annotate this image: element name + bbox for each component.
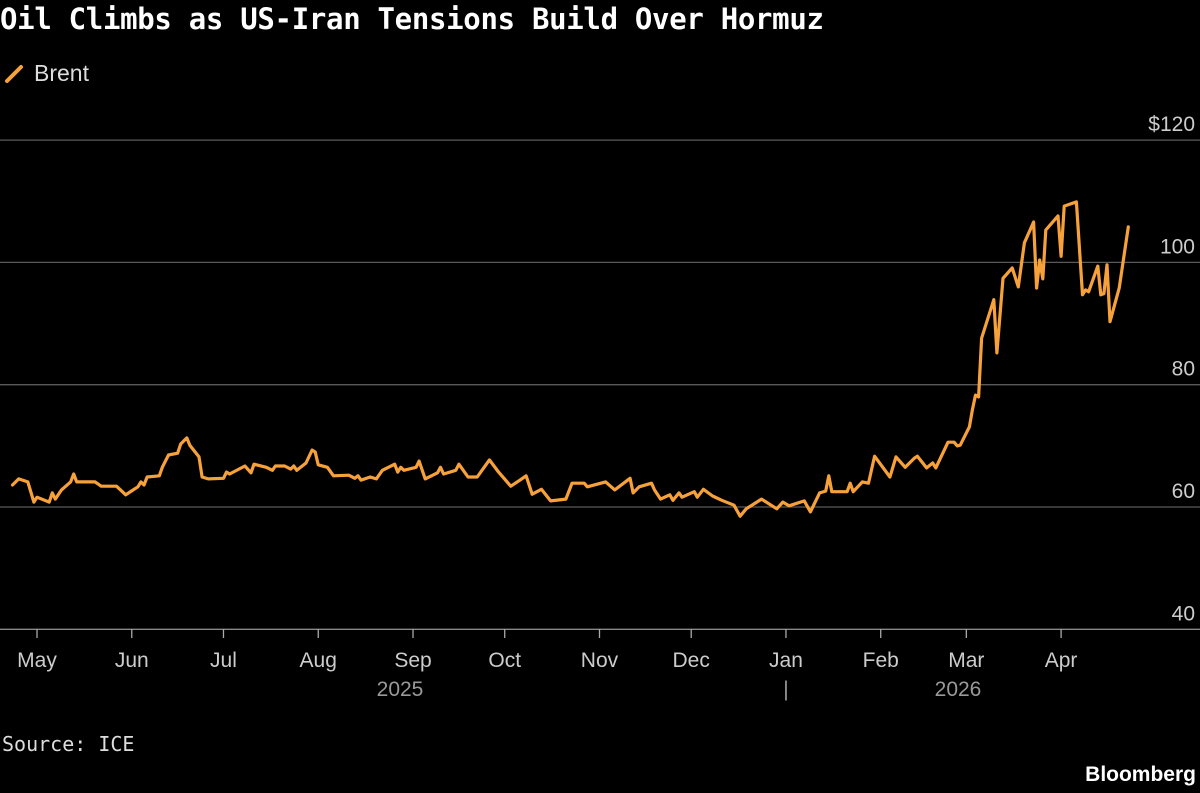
year-label-2025: 2025	[377, 678, 424, 701]
x-tick-label: Feb	[863, 649, 899, 672]
y-tick-label: 100	[1160, 235, 1195, 258]
x-tick-label: Nov	[581, 649, 619, 672]
x-tick-label: Apr	[1045, 649, 1078, 672]
series-line-brent	[10, 200, 1130, 518]
y-tick-label: 40	[1172, 602, 1195, 625]
x-tick-label: Aug	[300, 649, 337, 672]
x-tick-label: Jul	[210, 649, 237, 672]
legend: Brent	[4, 60, 89, 87]
x-tick-label: Jan	[769, 649, 803, 672]
x-tick-label: Dec	[673, 649, 710, 672]
x-tick-label: May	[17, 649, 57, 672]
y-tick-label: 80	[1172, 358, 1195, 381]
y-tick-label: $120	[1148, 113, 1195, 136]
x-tick-label: Sep	[394, 649, 431, 672]
year-label-2026: 2026	[935, 678, 982, 701]
x-tick-label: Jun	[115, 649, 149, 672]
y-tick-label: 60	[1172, 480, 1195, 503]
year-separator: |	[783, 678, 788, 701]
x-tick-label: Oct	[488, 649, 521, 672]
source-note: Source: ICE	[2, 732, 135, 756]
legend-label-brent: Brent	[34, 60, 89, 86]
bloomberg-logo: Bloomberg	[1085, 763, 1196, 786]
chart-title: Oil Climbs as US-Iran Tensions Build Ove…	[0, 2, 824, 36]
legend-line-icon	[5, 64, 23, 83]
x-tick-label: Mar	[948, 649, 984, 672]
